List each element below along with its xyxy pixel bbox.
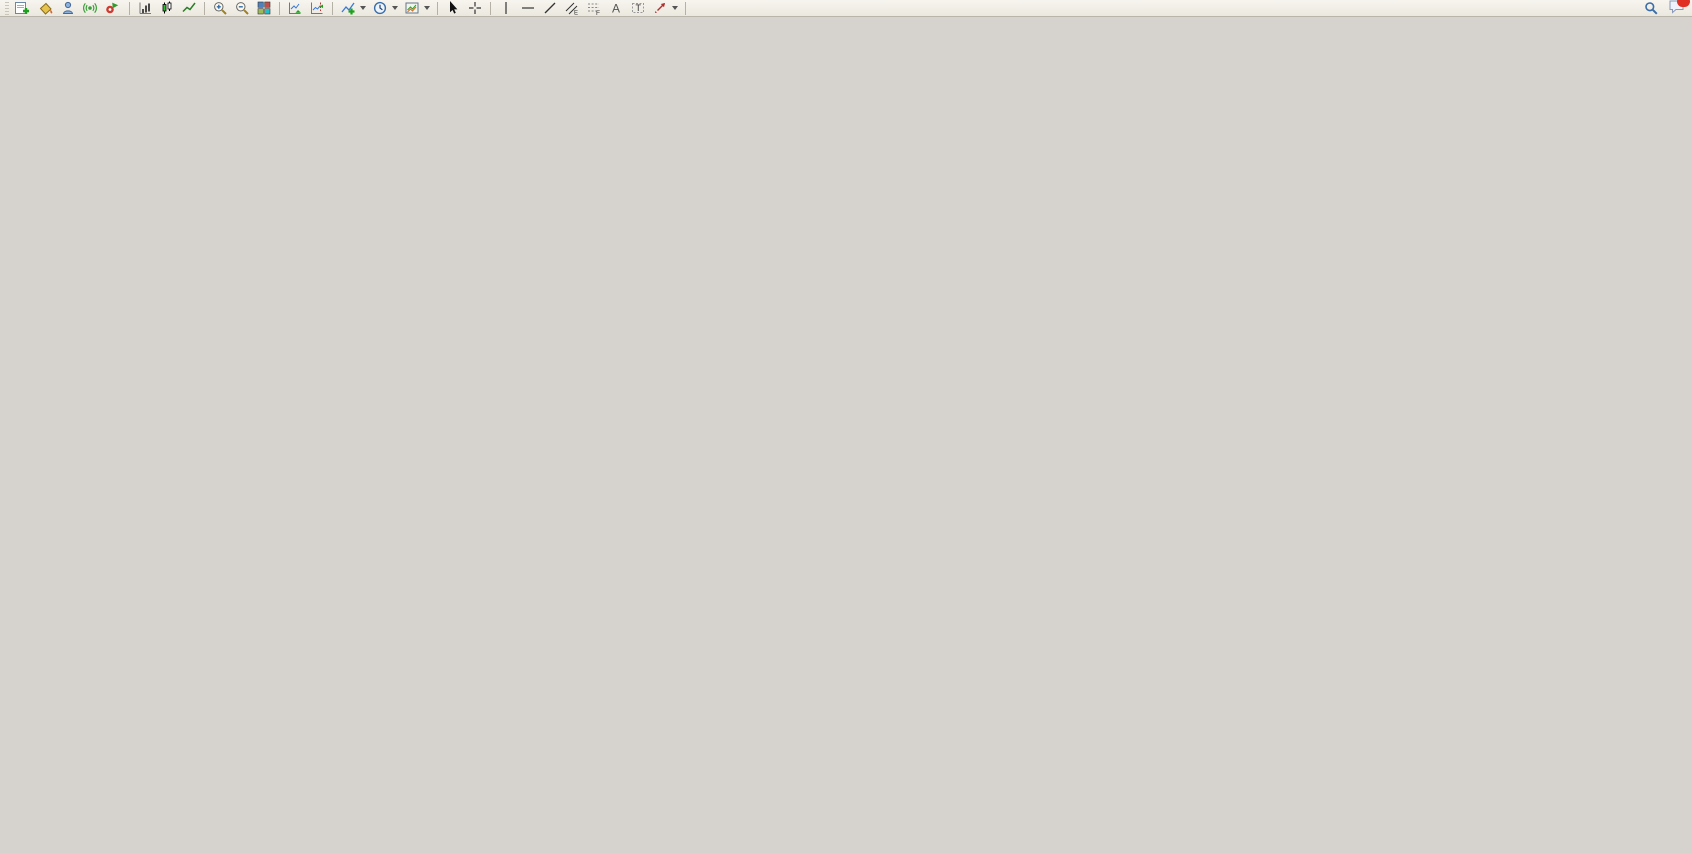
svg-text:F: F	[596, 10, 600, 16]
signals-button[interactable]	[79, 0, 101, 16]
zoom-out-icon	[234, 0, 250, 16]
svg-text:T: T	[636, 3, 642, 13]
tile-windows-icon	[256, 0, 272, 16]
toolbar-separator	[129, 1, 130, 15]
periods-dropdown-caret	[392, 6, 398, 10]
text-label-icon: T	[630, 0, 646, 16]
fibonacci-icon: F	[586, 0, 602, 16]
template-icon	[404, 0, 420, 16]
search-button[interactable]	[1640, 0, 1662, 16]
trendline-icon	[542, 0, 558, 16]
fibonacci-tool-button[interactable]: F	[583, 0, 605, 16]
toolbar-right-group	[1640, 0, 1690, 19]
vertical-line-icon	[498, 0, 514, 16]
svg-text:E: E	[574, 11, 578, 17]
horizontal-line-tool-button[interactable]	[517, 0, 539, 16]
zoom-out-button[interactable]	[231, 0, 253, 16]
clock-icon	[372, 0, 388, 16]
bar-chart-mode-button[interactable]	[134, 0, 156, 16]
text-a-icon: A	[608, 0, 624, 16]
paint-bucket-icon	[38, 0, 54, 16]
tile-windows-button[interactable]	[253, 0, 275, 16]
zoom-in-icon	[212, 0, 228, 16]
chart-shift-icon	[309, 0, 325, 16]
equidistant-channel-tool-button[interactable]: E	[561, 0, 583, 16]
cursor-arrow-icon	[445, 0, 461, 16]
main-toolbar: E F A T	[0, 0, 1692, 17]
indicators-icon	[340, 0, 356, 16]
toolbar-separator	[685, 1, 686, 15]
notifications-button[interactable]	[1668, 0, 1690, 19]
toolbar-separator	[490, 1, 491, 15]
crosshair-tool-button[interactable]	[464, 0, 486, 16]
indicators-dropdown-caret	[360, 6, 366, 10]
arrows-tool-button[interactable]	[649, 0, 681, 16]
trendline-tool-button[interactable]	[539, 0, 561, 16]
new-order-button[interactable]	[11, 0, 35, 16]
candlestick-mode-button[interactable]	[156, 0, 178, 16]
signal-waves-icon	[82, 0, 98, 16]
auto-scroll-icon	[287, 0, 303, 16]
toolbar-grip	[5, 1, 9, 15]
templates-button[interactable]	[401, 0, 433, 16]
text-label-tool-button[interactable]: T	[627, 0, 649, 16]
autotrading-button[interactable]	[101, 0, 125, 16]
arrows-icon	[652, 0, 668, 16]
channel-icon: E	[564, 0, 580, 16]
search-icon	[1643, 0, 1659, 16]
chart-styles-button[interactable]	[35, 0, 57, 16]
toolbar-separator	[437, 1, 438, 15]
horizontal-line-icon	[520, 0, 536, 16]
line-chart-mode-button[interactable]	[178, 0, 200, 16]
text-tool-button[interactable]: A	[605, 0, 627, 16]
auto-scroll-button[interactable]	[284, 0, 306, 16]
crosshair-icon	[467, 0, 483, 16]
notification-badge	[1677, 0, 1690, 7]
toolbar-separator	[204, 1, 205, 15]
arrows-dropdown-caret	[672, 6, 678, 10]
new-order-icon	[14, 0, 30, 16]
chart-shift-button[interactable]	[306, 0, 328, 16]
profiles-button[interactable]	[57, 0, 79, 16]
toolbar-separator	[332, 1, 333, 15]
line-chart-icon	[181, 0, 197, 16]
templates-dropdown-caret	[424, 6, 430, 10]
profile-person-icon	[60, 0, 76, 16]
svg-text:A: A	[612, 2, 620, 16]
indicators-button[interactable]	[337, 0, 369, 16]
toolbar-separator	[279, 1, 280, 15]
zoom-in-button[interactable]	[209, 0, 231, 16]
candlestick-icon	[159, 0, 175, 16]
bar-chart-icon	[137, 0, 153, 16]
periods-button[interactable]	[369, 0, 401, 16]
vertical-line-tool-button[interactable]	[495, 0, 517, 16]
autotrading-icon	[104, 0, 120, 16]
cursor-tool-button[interactable]	[442, 0, 464, 16]
